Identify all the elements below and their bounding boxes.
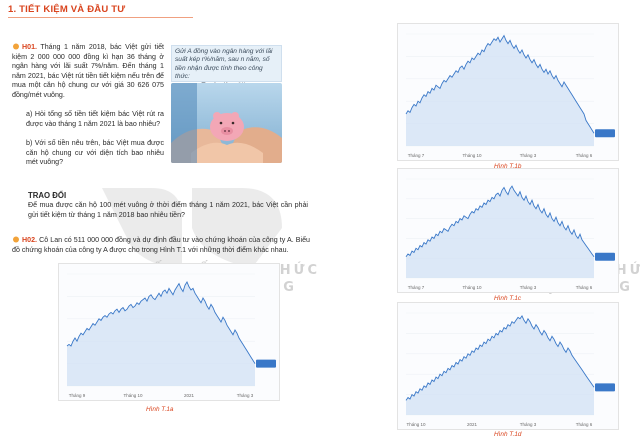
last-price-tag xyxy=(595,252,615,261)
chart-svg-t1d: Tháng 10 2021 Tháng 3 Tháng 6 xyxy=(405,312,615,427)
h01-question-a: a) Hỏi tổng số tiền tiết kiệm bác Việt r… xyxy=(26,110,164,128)
x-tick-label: Tháng 10 xyxy=(406,422,426,427)
x-tick-label: Tháng 7 xyxy=(408,285,425,290)
last-price-tag xyxy=(595,129,615,138)
x-tick-label: Tháng 3 xyxy=(520,285,537,290)
price-area xyxy=(406,35,594,146)
info-box: Gửi A đồng vào ngân hàng với lãi suất ké… xyxy=(171,45,282,89)
caption-t1c: Hình T.1c xyxy=(494,295,522,302)
price-area xyxy=(67,282,255,386)
piggy-bank-photo xyxy=(171,83,282,163)
x-tick-label: 2021 xyxy=(184,393,195,398)
price-area xyxy=(406,186,594,278)
chart-svg-t1c: Tháng 7 Tháng 10 Tháng 3 Tháng 6 xyxy=(405,178,615,290)
stock-chart-t1a: Tháng 9 Tháng 10 2021 Tháng 3 xyxy=(58,263,280,401)
price-line xyxy=(405,185,595,258)
price-line xyxy=(66,281,256,364)
section-title: 1. TIẾT KIỆM VÀ ĐẦU TƯ xyxy=(8,4,126,15)
section-title-underline xyxy=(8,17,193,18)
caption-t1d: Hình T.1d xyxy=(494,431,522,438)
h02-text: H02. Cô Lan có 511 000 000 đồng và dự đị… xyxy=(12,236,310,254)
x-tick-label: 2021 xyxy=(467,422,478,427)
stock-chart-t1b: Tháng 7 Tháng 10 Tháng 3 Tháng 6 xyxy=(397,23,619,161)
caption-t1a: Hình T.1a xyxy=(146,406,174,413)
last-price-tag xyxy=(595,383,615,392)
hint-bulb-icon xyxy=(13,43,19,50)
h01-intro: H01. Tháng 1 năm 2018, bác Việt gửi tiết… xyxy=(12,43,164,99)
discussion-text: Để mua được căn hộ 100 mét vuông ở thời … xyxy=(28,201,308,219)
chart-svg-t1a: Tháng 9 Tháng 10 2021 Tháng 3 xyxy=(66,273,276,398)
x-tick-label: Tháng 10 xyxy=(462,153,482,158)
x-tick-label: Tháng 6 xyxy=(576,422,593,427)
h01-question-b: b) Với số tiền nêu trên, bác Việt mua đư… xyxy=(26,139,164,167)
price-area xyxy=(406,315,594,415)
info-box-text: Gửi A đồng vào ngân hàng với lãi suất ké… xyxy=(175,48,273,81)
price-line xyxy=(405,34,595,134)
x-tick-label: Tháng 3 xyxy=(520,422,537,427)
stock-chart-t1d: Tháng 10 2021 Tháng 3 Tháng 6 xyxy=(397,302,619,430)
x-tick-label: Tháng 7 xyxy=(408,153,425,158)
x-tick-label: Tháng 3 xyxy=(237,393,254,398)
chart-svg-t1b: Tháng 7 Tháng 10 Tháng 3 Tháng 6 xyxy=(405,33,615,158)
discussion-title: TRAO ĐỔI xyxy=(28,191,67,200)
hint-bulb-icon xyxy=(13,236,19,243)
x-tick-label: Tháng 3 xyxy=(520,153,537,158)
x-tick-label: Tháng 10 xyxy=(123,393,143,398)
caption-t1b: Hình T.1b xyxy=(494,163,522,170)
x-tick-label: Tháng 6 xyxy=(576,153,593,158)
stock-chart-t1c: Tháng 7 Tháng 10 Tháng 3 Tháng 6 xyxy=(397,168,619,293)
x-tick-label: Tháng 6 xyxy=(576,285,593,290)
price-line xyxy=(405,314,595,401)
x-tick-label: Tháng 9 xyxy=(69,393,86,398)
x-tick-label: Tháng 10 xyxy=(462,285,482,290)
last-price-tag xyxy=(256,359,276,368)
